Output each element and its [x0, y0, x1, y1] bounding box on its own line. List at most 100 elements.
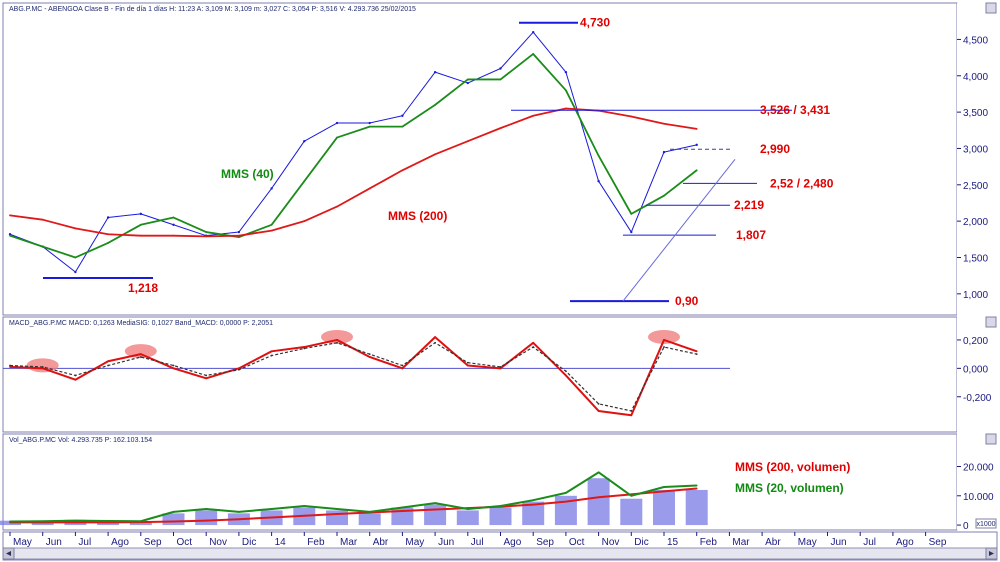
price-point [565, 107, 567, 110]
price-point [8, 233, 12, 236]
volume-ma-point [663, 486, 665, 488]
scroll-button-split-vol[interactable] [985, 433, 997, 445]
macd-point [303, 347, 306, 350]
macd-point [695, 353, 698, 356]
macd-point [401, 364, 404, 367]
price-point [630, 212, 633, 215]
volume-ma-point [205, 508, 208, 510]
time-scrollbar[interactable] [2, 547, 998, 560]
x-tick-label: Sep [144, 537, 162, 548]
volume-ma-point [74, 519, 77, 522]
volume-ma-point [336, 513, 338, 515]
macd-point [663, 346, 665, 348]
price-y-tick: 1,000 [963, 290, 988, 301]
price-point [499, 78, 502, 81]
price-y-tick: 3,500 [963, 108, 988, 119]
volume-panel [2, 433, 958, 531]
volume-y-tick: 20.000 [963, 463, 994, 474]
macd-point [532, 346, 535, 348]
price-point [237, 230, 241, 234]
volume-bar [129, 521, 152, 526]
price-series-2 [9, 107, 697, 238]
volume-bar [653, 489, 675, 526]
price-y-tick: 2,500 [963, 181, 988, 192]
volume-y-tick: 10.000 [963, 492, 994, 503]
volume-ma-1 [9, 471, 697, 523]
x-tick-label: Ago [111, 537, 129, 548]
x-tick-label: Sep [929, 537, 947, 548]
price-point [336, 136, 338, 139]
macd-peak-highlight [648, 329, 680, 344]
x-tick-label: Feb [307, 537, 325, 548]
price-point [74, 227, 77, 230]
macd-point [139, 353, 142, 356]
macd-point [630, 410, 633, 412]
volume-ma-point [695, 484, 698, 487]
volume-ma-point [238, 510, 240, 513]
price-series-1 [9, 53, 698, 259]
price-point [434, 153, 436, 156]
price-point [238, 234, 240, 237]
price-point [303, 220, 306, 223]
price-point [139, 234, 142, 237]
price-point [9, 214, 11, 217]
volume-ma-point [434, 508, 436, 511]
price-point [336, 205, 338, 208]
x-tick-label: Oct [569, 537, 585, 548]
volume-ma-point [41, 520, 44, 523]
volume-ma-point [9, 520, 11, 523]
volume-ma-point [238, 518, 240, 521]
price-point [466, 78, 469, 81]
macd-point [303, 346, 306, 348]
price-point [172, 234, 175, 237]
price-point [41, 218, 44, 221]
x-tick-label: Mar [340, 537, 358, 548]
legend-mms200: MMS (200) [388, 209, 447, 223]
volume-ma-point [303, 514, 306, 517]
volume-ma-point [303, 505, 306, 507]
macd-point [41, 367, 44, 370]
x-tick-label: Sep [536, 537, 554, 548]
macd-point [499, 367, 502, 370]
x-tick-label: May [405, 537, 424, 548]
x-tick-label: May [798, 537, 817, 548]
x-tick-label: Jul [471, 537, 484, 548]
level-label: 3,526 / 3,431 [760, 103, 830, 117]
macd-point [9, 366, 11, 368]
price-panel [2, 2, 958, 316]
scroll-button-split[interactable] [985, 316, 997, 328]
volume-ma-point [172, 520, 175, 523]
price-point [270, 187, 273, 190]
macd-point [434, 336, 436, 339]
macd-point [663, 339, 665, 341]
level-label: 2,52 / 2,480 [770, 176, 834, 190]
price-point [663, 122, 665, 125]
price-point [597, 179, 600, 183]
macd-point [74, 378, 77, 381]
price-point [106, 216, 110, 219]
volume-ma-point [74, 521, 77, 524]
volume-unit-label: x1000 [976, 521, 995, 528]
x-tick-label: Ago [504, 537, 522, 548]
volume-ma-point [139, 520, 142, 523]
price-point [433, 70, 437, 74]
price-series-0 [9, 31, 697, 273]
price-point [368, 125, 371, 128]
macd-point [597, 402, 600, 405]
legend-mms40: MMS (40) [221, 167, 274, 181]
volume-bar [162, 513, 185, 526]
volume-ma-point [205, 519, 208, 522]
volume-ma-point [270, 516, 273, 519]
macd-point [368, 353, 371, 356]
price-point [205, 235, 208, 238]
price-point [499, 67, 502, 70]
volume-ma-point [270, 508, 273, 510]
scroll-button-up[interactable] [985, 2, 997, 14]
volume-ma-point [401, 506, 404, 509]
x-tick-label: Oct [177, 537, 193, 548]
price-point [368, 121, 371, 125]
macd-y-tick: 0,000 [963, 364, 988, 375]
price-point [74, 256, 77, 259]
price-point [303, 139, 306, 143]
price-point [532, 114, 535, 117]
